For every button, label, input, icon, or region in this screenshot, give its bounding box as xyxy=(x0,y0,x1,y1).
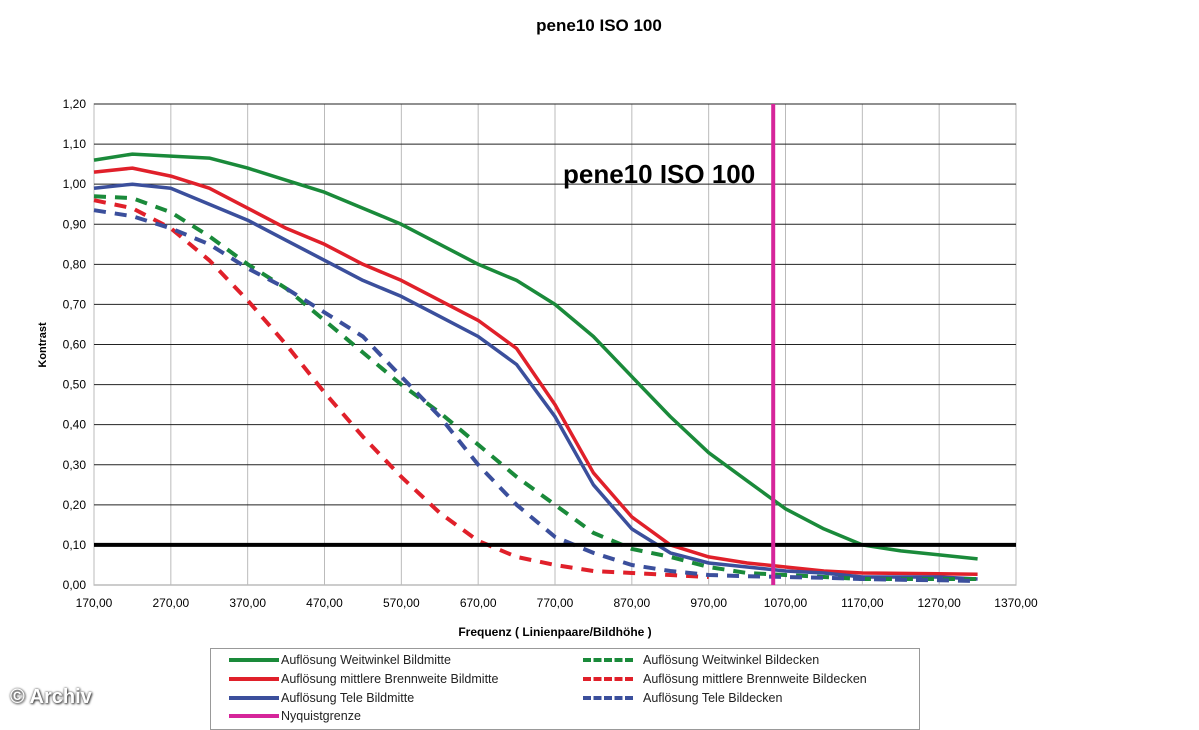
y-tick-label: 0,90 xyxy=(63,217,87,231)
x-tick-label: 1170,00 xyxy=(841,596,884,610)
x-tick-label: 570,00 xyxy=(383,596,420,610)
series-line-5 xyxy=(93,198,709,579)
y-tick-label: 0,80 xyxy=(63,257,87,271)
y-axis-label: Kontrast xyxy=(37,322,49,368)
legend-swatch xyxy=(229,696,279,700)
legend-item: Auflösung Weitwinkel Bildmitte xyxy=(229,653,451,667)
legend-label: Auflösung Weitwinkel Bildecken xyxy=(643,653,820,667)
x-tick-label: 1270,00 xyxy=(917,596,961,610)
y-tick-label: 0,10 xyxy=(63,538,87,552)
legend-swatch xyxy=(229,714,279,718)
legend-label: Auflösung Tele Bildmitte xyxy=(281,691,415,705)
x-tick-label: 470,00 xyxy=(306,596,343,610)
x-tick-label: 1070,00 xyxy=(764,596,808,610)
legend-swatch xyxy=(583,677,633,681)
x-tick-label: 670,00 xyxy=(460,596,497,610)
y-tick-label: 0,00 xyxy=(63,578,87,592)
legend-swatch xyxy=(229,658,279,662)
legend-label: Auflösung Weitwinkel Bildmitte xyxy=(281,653,451,667)
legend-label: Auflösung mittlere Brennweite Bildecken xyxy=(643,672,867,686)
legend-swatch xyxy=(229,677,279,681)
legend-label: Auflösung Tele Bildecken xyxy=(643,691,783,705)
x-tick-label: 1370,00 xyxy=(994,596,1038,610)
y-tick-label: 1,00 xyxy=(63,177,87,191)
inner-title: pene10 ISO 100 xyxy=(563,159,755,189)
legend-swatch xyxy=(583,696,633,700)
watermark: © Archiv xyxy=(10,686,92,708)
y-tick-label: 0,70 xyxy=(63,297,87,311)
y-tick-label: 1,20 xyxy=(63,97,87,111)
legend-item: Auflösung Tele Bildecken xyxy=(583,691,782,705)
chart-title: pene10 ISO 100 xyxy=(536,16,662,35)
y-tick-label: 0,50 xyxy=(63,378,87,392)
legend-item: Auflösung mittlere Brennweite Bildmitte xyxy=(229,672,498,686)
y-tick-label: 0,30 xyxy=(63,458,87,472)
legend-item: Nyquistgrenze xyxy=(229,709,361,723)
legend: Auflösung Weitwinkel Bildmitte Auflösung… xyxy=(210,648,920,730)
y-tick-label: 1,10 xyxy=(63,137,87,151)
x-tick-label: 770,00 xyxy=(537,596,574,610)
series-line-2 xyxy=(93,166,978,576)
x-tick-label: 270,00 xyxy=(152,596,189,610)
series-line-6 xyxy=(93,208,978,583)
series-line-1 xyxy=(93,152,978,561)
x-tick-label: 370,00 xyxy=(229,596,266,610)
legend-label: Auflösung mittlere Brennweite Bildmitte xyxy=(281,672,499,686)
x-tick-label: 970,00 xyxy=(690,596,727,610)
x-tick-label: 870,00 xyxy=(613,596,650,610)
legend-label: Nyquistgrenze xyxy=(281,709,361,723)
legend-item: Auflösung Tele Bildmitte xyxy=(229,691,414,705)
legend-swatch xyxy=(583,658,633,662)
x-axis-label: Frequenz ( Linienpaare/Bildhöhe ) xyxy=(458,625,651,639)
series-line-3 xyxy=(93,182,978,581)
y-tick-label: 0,20 xyxy=(63,498,87,512)
y-tick-label: 0,40 xyxy=(63,418,87,432)
legend-item: Auflösung Weitwinkel Bildecken xyxy=(583,653,819,667)
x-tick-label: 170,00 xyxy=(76,596,113,610)
legend-item: Auflösung mittlere Brennweite Bildecken xyxy=(583,672,867,686)
y-tick-label: 0,60 xyxy=(63,338,87,352)
